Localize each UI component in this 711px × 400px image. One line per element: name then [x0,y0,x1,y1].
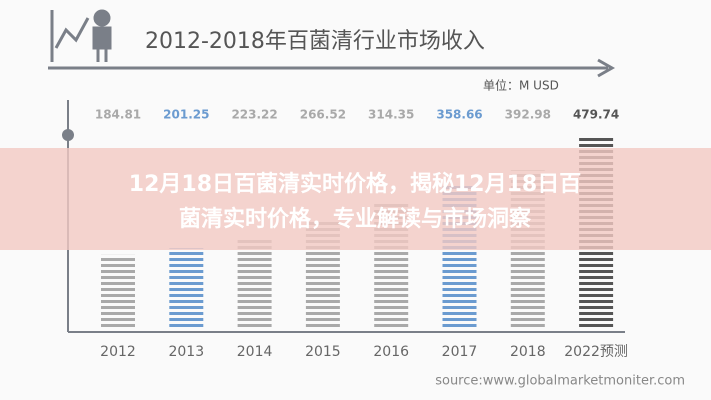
source: source:www.globalmarketmoniter.com [435,374,685,389]
bars: 184.81 2012 201.25 2013 223.22 2014 266.52 2015… [95,108,628,361]
x-tick-label: 2018 [510,344,546,360]
banner [0,148,711,250]
x-tick-label: 2012 [100,344,136,360]
value-label: 392.98 [505,108,551,122]
x-tick-label: 2017 [442,344,478,360]
x-tick-label: 2022预测 [564,344,628,360]
value-label: 223.22 [231,108,277,122]
banner-line: 12月18日百菌清实时价格，揭秘12月18日百 [129,171,581,197]
bar [169,248,204,330]
axis-dot [62,129,74,141]
x-tick-label: 2014 [237,344,273,360]
value-label: 184.81 [95,108,141,122]
arrow [597,58,616,78]
bar [101,254,135,330]
banner-line: 菌清实时价格，专业解读与市场洞察 [179,206,532,232]
icon [50,9,112,62]
x-tick-label: 2016 [373,344,409,360]
x-tick-label: 2015 [305,344,341,360]
chart-title: 2012-2018年百菌清行业市场收入 [145,29,485,54]
unit-label: 单位：M USD [483,78,559,93]
value-label: 358.66 [436,108,482,122]
value-label: 266.52 [300,108,346,122]
x-tick-label: 2013 [168,344,204,360]
value-label: 479.74 [573,108,619,122]
bar [237,239,272,330]
value-label: 314.35 [368,108,414,122]
value-label: 201.25 [163,108,209,122]
